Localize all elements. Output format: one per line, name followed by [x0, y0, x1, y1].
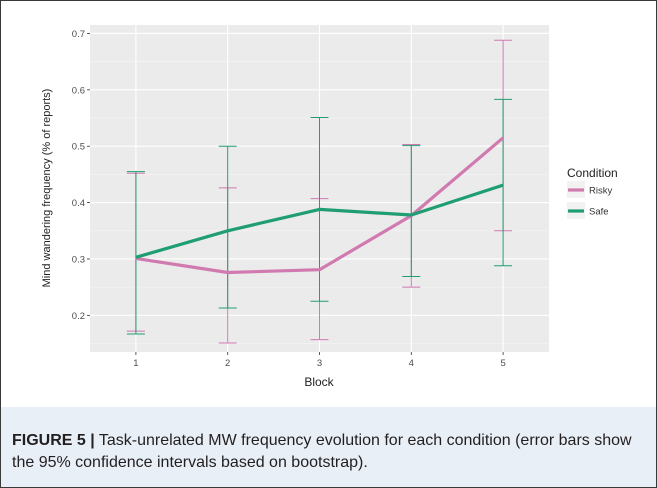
error-bar-safe	[494, 98, 513, 267]
x-tick-label: 3	[317, 358, 322, 369]
chart: 0.2 0.3 0.4 0.5 0.6 0.7 1 2 3 4 5 Block Mind wand…	[41, 25, 618, 389]
y-axis: 0.2 0.3 0.4 0.5 0.6 0.7	[72, 29, 90, 322]
x-tick-label: 2	[225, 358, 230, 369]
x-axis: 1 2 3 4 5	[133, 352, 506, 369]
y-axis-label: Mind wandering frequency (% of reports)	[41, 89, 53, 288]
legend: Condition Risky Safe	[567, 166, 618, 219]
legend-label: Safe	[589, 207, 609, 218]
y-tick-label: 0.5	[72, 142, 85, 153]
error-bar-safe	[218, 145, 237, 309]
error-bar-safe	[402, 145, 421, 277]
figure-caption: FIGURE 5 | Task-unrelated MW frequency e…	[12, 430, 648, 474]
x-tick-label: 4	[409, 358, 414, 369]
x-tick-label: 1	[133, 358, 138, 369]
legend-label: Risky	[589, 186, 612, 197]
y-tick-label: 0.4	[72, 198, 85, 209]
x-tick-label: 5	[500, 358, 505, 369]
legend-item-risky: Risky	[567, 181, 612, 198]
legend-title: Condition	[567, 166, 618, 180]
caption-panel	[1, 407, 656, 487]
y-tick-label: 0.3	[72, 254, 85, 265]
y-tick-label: 0.2	[72, 311, 85, 322]
error-bar-safe	[126, 171, 145, 335]
x-axis-label: Block	[304, 375, 334, 389]
series-line-risky	[135, 136, 505, 275]
caption-text: Task-unrelated MW frequency evolution fo…	[12, 432, 632, 471]
legend-items: Risky Safe	[567, 181, 612, 219]
legend-item-safe: Safe	[567, 202, 609, 219]
y-tick-label: 0.6	[72, 85, 85, 96]
series-line-safe	[135, 183, 504, 259]
caption-label: FIGURE 5 |	[12, 432, 95, 449]
y-tick-label: 0.7	[72, 29, 85, 40]
series-lines	[135, 136, 505, 275]
